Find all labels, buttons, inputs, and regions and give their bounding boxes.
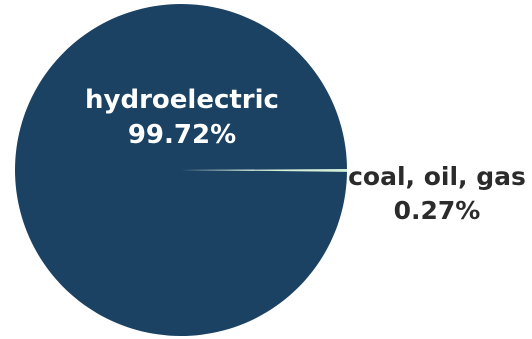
slice-value-hydroelectric: 99.72% xyxy=(128,120,236,150)
slice-label-hydroelectric: hydroelectric xyxy=(85,85,279,115)
pie-slices xyxy=(14,4,347,337)
pie-slice-hydroelectric xyxy=(14,4,347,337)
slice-value-coal-oil-gas: 0.27% xyxy=(394,196,481,225)
pie-slice-coal-oil-gas xyxy=(181,169,347,172)
slice-label-coal-oil-gas: coal, oil, gas xyxy=(348,162,526,191)
